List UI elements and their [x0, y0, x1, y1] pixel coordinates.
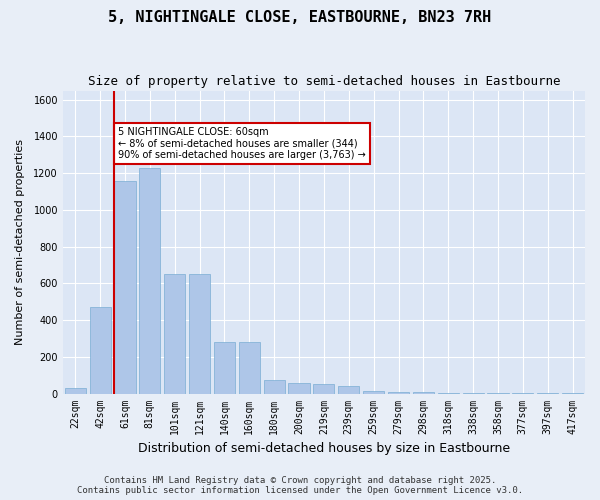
Bar: [413, 392, 434, 394]
Bar: [65, 388, 86, 394]
Bar: [115, 180, 136, 394]
Bar: [89, 307, 110, 394]
Bar: [239, 342, 260, 394]
Text: Contains HM Land Registry data © Crown copyright and database right 2025.
Contai: Contains HM Land Registry data © Crown c…: [77, 476, 523, 495]
Bar: [289, 384, 310, 394]
Bar: [139, 168, 160, 394]
Bar: [214, 342, 235, 394]
Bar: [338, 386, 359, 394]
Bar: [363, 391, 384, 394]
Title: Size of property relative to semi-detached houses in Eastbourne: Size of property relative to semi-detach…: [88, 75, 560, 88]
Text: 5, NIGHTINGALE CLOSE, EASTBOURNE, BN23 7RH: 5, NIGHTINGALE CLOSE, EASTBOURNE, BN23 7…: [109, 10, 491, 25]
Bar: [437, 392, 459, 394]
Bar: [189, 274, 210, 394]
X-axis label: Distribution of semi-detached houses by size in Eastbourne: Distribution of semi-detached houses by …: [138, 442, 510, 455]
Y-axis label: Number of semi-detached properties: Number of semi-detached properties: [15, 139, 25, 345]
Bar: [313, 384, 334, 394]
Bar: [164, 274, 185, 394]
Bar: [487, 393, 509, 394]
Text: 5 NIGHTINGALE CLOSE: 60sqm
← 8% of semi-detached houses are smaller (344)
90% of: 5 NIGHTINGALE CLOSE: 60sqm ← 8% of semi-…: [118, 127, 366, 160]
Bar: [388, 392, 409, 394]
Bar: [263, 380, 285, 394]
Bar: [463, 393, 484, 394]
